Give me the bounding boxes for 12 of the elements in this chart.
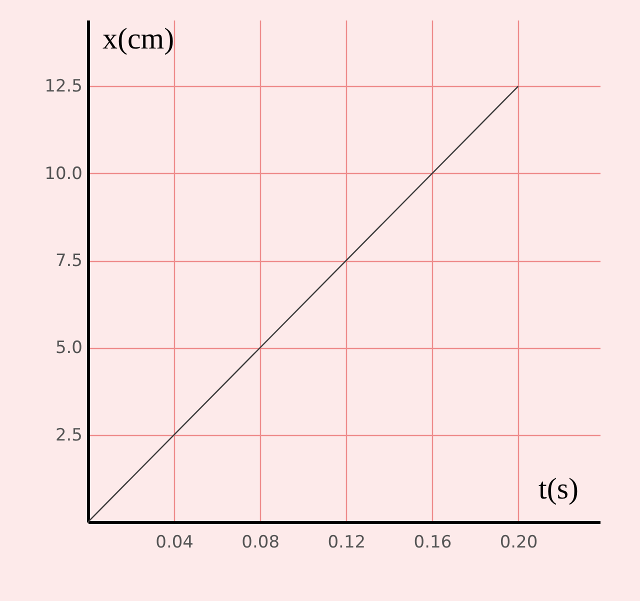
y-tick-label: 10.0	[44, 164, 82, 184]
x-tick-label: 0.12	[328, 532, 366, 552]
y-tick-label: 5.0	[55, 338, 82, 358]
y-axis-title: x(cm)	[102, 22, 174, 56]
x-tick-label: 0.04	[156, 532, 194, 552]
x-tick-label: 0.08	[242, 532, 280, 552]
y-tick-label: 7.5	[55, 251, 82, 272]
x-tick-label: 0.20	[500, 532, 538, 552]
x-axis-title: t(s)	[538, 472, 578, 506]
y-tick-label: 12.5	[44, 76, 82, 97]
y-tick-label: 2.5	[55, 425, 82, 446]
x-tick-label: 0.16	[414, 532, 452, 552]
